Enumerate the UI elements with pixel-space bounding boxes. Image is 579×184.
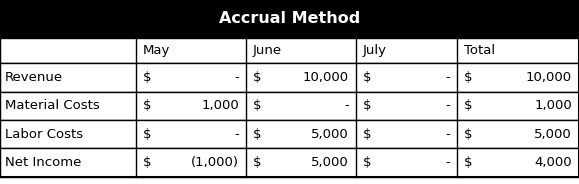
Text: 4,000: 4,000 [534, 156, 572, 169]
Text: $: $ [464, 99, 473, 112]
Text: June: June [253, 44, 282, 57]
Text: Net Income: Net Income [5, 156, 81, 169]
Text: Total: Total [464, 44, 496, 57]
Text: $: $ [363, 156, 372, 169]
Text: $: $ [143, 128, 152, 141]
Text: 10,000: 10,000 [303, 71, 349, 84]
Text: Revenue: Revenue [5, 71, 63, 84]
Text: 1,000: 1,000 [534, 99, 572, 112]
Text: -: - [446, 156, 450, 169]
Bar [0, 0, 579, 38]
Text: July: July [363, 44, 387, 57]
Text: -: - [345, 99, 349, 112]
Bar [0, 91, 579, 120]
Text: -: - [446, 128, 450, 141]
Bar [0, 63, 579, 91]
Text: Accrual Method: Accrual Method [219, 11, 360, 26]
Text: -: - [234, 71, 239, 84]
Text: $: $ [363, 99, 372, 112]
Text: $: $ [363, 128, 372, 141]
Text: Material Costs: Material Costs [5, 99, 100, 112]
Bar [0, 38, 579, 63]
Text: -: - [446, 99, 450, 112]
Text: 1,000: 1,000 [201, 99, 239, 112]
Text: $: $ [253, 71, 262, 84]
Text: 5,000: 5,000 [312, 128, 349, 141]
Text: -: - [234, 128, 239, 141]
Text: 10,000: 10,000 [526, 71, 572, 84]
Text: $: $ [143, 99, 152, 112]
Text: $: $ [464, 128, 473, 141]
Text: $: $ [363, 71, 372, 84]
Text: $: $ [253, 128, 262, 141]
Text: $: $ [253, 99, 262, 112]
Text: (1,000): (1,000) [191, 156, 239, 169]
Text: 5,000: 5,000 [312, 156, 349, 169]
Text: -: - [446, 71, 450, 84]
Text: $: $ [464, 71, 473, 84]
Bar [0, 148, 579, 177]
Text: $: $ [143, 156, 152, 169]
Text: Labor Costs: Labor Costs [5, 128, 83, 141]
Text: $: $ [253, 156, 262, 169]
Bar [0, 120, 579, 148]
Text: $: $ [143, 71, 152, 84]
Text: $: $ [464, 156, 473, 169]
Text: 5,000: 5,000 [534, 128, 572, 141]
Text: May: May [143, 44, 170, 57]
